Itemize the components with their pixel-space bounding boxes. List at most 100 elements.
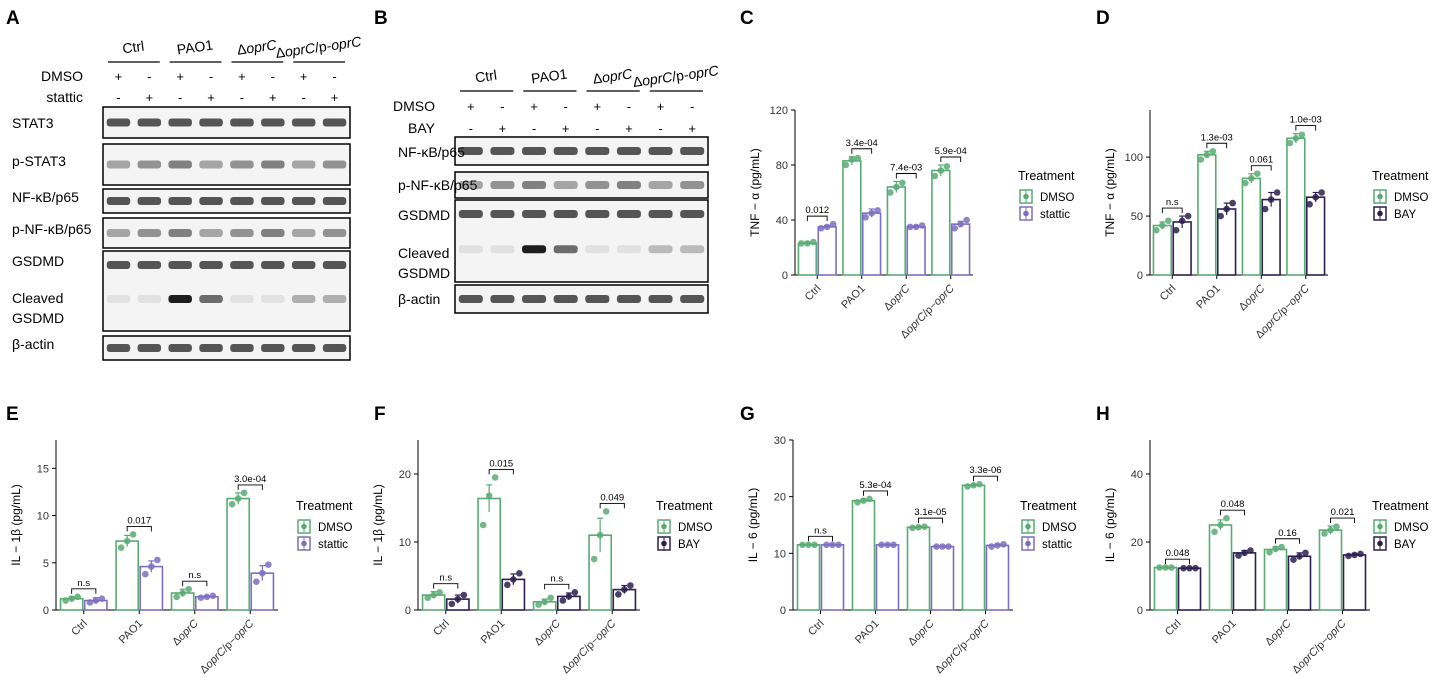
data-point	[1272, 545, 1279, 553]
data-point	[835, 541, 842, 549]
data-point	[1351, 551, 1358, 559]
data-point	[810, 238, 817, 246]
data-point	[1247, 547, 1254, 554]
data-point	[74, 593, 81, 601]
band	[137, 160, 162, 169]
band	[137, 229, 162, 237]
bar	[1263, 548, 1288, 611]
cleaved-band	[168, 295, 192, 303]
p-value-bracket	[126, 525, 152, 532]
band	[616, 295, 641, 303]
treatment-sign: -	[564, 99, 568, 114]
data-point	[253, 578, 260, 585]
data-point	[454, 595, 462, 603]
data-point	[1327, 526, 1334, 534]
data-point	[203, 593, 211, 601]
band	[680, 181, 705, 189]
bar	[851, 499, 876, 611]
data-point	[1302, 549, 1309, 557]
band	[291, 261, 316, 269]
data-point	[98, 595, 106, 602]
p-value-label: 3.4e-04	[846, 138, 878, 149]
treatment-sign: -	[469, 121, 473, 136]
band	[291, 160, 316, 169]
data-point	[185, 585, 192, 593]
data-point	[1357, 550, 1364, 558]
blot-label: GSDMD	[398, 207, 450, 223]
band	[585, 210, 610, 218]
data-point	[829, 541, 836, 549]
data-point	[915, 523, 922, 531]
y-tick-label: 120	[770, 105, 788, 117]
blot-label: β-actin	[398, 291, 440, 307]
p-value-bracket	[851, 148, 873, 154]
band	[291, 118, 316, 127]
y-tick-label: 10	[399, 537, 411, 549]
legend-swatch-point	[1377, 210, 1383, 217]
data-point	[565, 593, 573, 600]
cleaved-band	[106, 295, 131, 303]
band	[199, 197, 223, 205]
data-point	[627, 582, 634, 589]
blot-label: NF-κB/p65	[398, 144, 465, 160]
y-tick-label: 0	[780, 605, 786, 617]
band	[616, 210, 641, 218]
band	[261, 118, 285, 127]
blot-box	[454, 171, 709, 199]
bar	[115, 540, 140, 611]
data-point	[117, 544, 125, 551]
data-point	[491, 474, 499, 481]
y-axis-label: IL − 1β (pg/mL)	[371, 484, 385, 566]
legend-entry: DMSO	[1394, 192, 1429, 204]
data-point	[817, 224, 825, 232]
p-value-bracket	[1206, 142, 1228, 149]
band	[230, 118, 254, 127]
band	[199, 229, 223, 237]
data-point	[1162, 564, 1169, 571]
treatment-sign: -	[690, 99, 694, 114]
group-label: Ctrl	[474, 67, 498, 86]
data-point	[1254, 170, 1261, 177]
p-value-label: 7.4e-03	[890, 163, 922, 174]
treatment-sign: -	[302, 90, 306, 105]
band	[648, 181, 673, 189]
band	[680, 147, 705, 155]
y-axis-label: IL − 6 (pg/mL)	[746, 488, 760, 563]
bar	[961, 484, 986, 611]
data-point	[909, 524, 916, 532]
blot-box	[102, 217, 351, 249]
bar	[875, 544, 900, 611]
data-point	[937, 167, 945, 174]
blot-label: GSDMD	[398, 265, 450, 281]
data-point	[129, 531, 137, 538]
data-point	[479, 521, 487, 529]
band	[261, 229, 285, 237]
treatment-sign: +	[331, 90, 339, 105]
treatment-sign: -	[240, 90, 244, 105]
data-point	[878, 541, 885, 549]
bar	[950, 223, 971, 276]
bar	[1197, 153, 1217, 276]
blot-label: Cleaved	[398, 245, 449, 261]
p-value-label: 3.1e-05	[914, 507, 946, 518]
cleaved-band	[230, 295, 254, 303]
group-label: ΔoprC	[236, 36, 278, 57]
data-point	[154, 556, 161, 564]
p-value-bracket	[806, 215, 828, 222]
band	[168, 197, 192, 205]
data-point	[1248, 175, 1255, 182]
treatment-label: stattic	[46, 89, 83, 105]
x-tick-label: ΔoprC/p−oprC	[1290, 618, 1348, 676]
y-tick-label: 0	[1137, 605, 1143, 617]
blot-label: Cleaved	[12, 290, 63, 306]
data-point	[504, 581, 511, 589]
treatment-sign: +	[594, 99, 602, 114]
bar	[817, 226, 837, 276]
data-point	[516, 569, 523, 577]
blot-box	[102, 143, 351, 186]
y-tick-label: 15	[37, 463, 49, 475]
x-tick-label: PAO1	[479, 618, 508, 647]
data-point	[887, 189, 894, 196]
data-point	[884, 541, 891, 549]
